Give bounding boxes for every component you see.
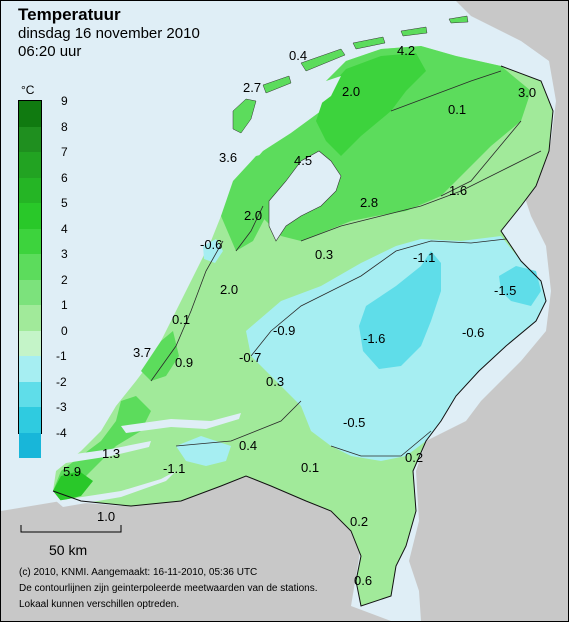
color-legend (18, 100, 42, 458)
legend-tick-label: -3 (56, 400, 67, 414)
legend-tick-label: 3 (61, 247, 68, 261)
station-temperature-label: 4.5 (294, 153, 313, 168)
waddenzee-water (251, 76, 341, 141)
scale-label: 50 km (49, 542, 88, 558)
station-temperature-label: -0.9 (273, 323, 296, 338)
legend-tick-label: 7 (61, 145, 68, 159)
south-cold-zone (176, 436, 231, 466)
legend-color-cell (19, 330, 41, 356)
station-temperature-label: 0.4 (239, 438, 258, 453)
legend-tick-label: 8 (61, 119, 68, 134)
terschelling-island (300, 48, 346, 72)
legend-color-cell (19, 203, 41, 229)
holland-coast-warm (141, 331, 179, 381)
station-temperature-label: 5.9 (63, 464, 82, 479)
rivers-water (121, 413, 241, 433)
ijsselmeer-water (268, 150, 342, 242)
station-temperature-label: -1.1 (413, 250, 436, 265)
legend-color-cell (19, 152, 41, 178)
ameland-island (352, 36, 386, 50)
station-temperature-label: 1.6 (449, 183, 468, 198)
station-temperature-label: 0.1 (172, 312, 191, 327)
legend-color-cell (19, 177, 41, 203)
station-temperature-label: 2.0 (342, 84, 361, 99)
legend-color-cell (19, 407, 41, 433)
station-temperature-label: -1.1 (163, 461, 186, 476)
legend-tick-label: -1 (56, 349, 67, 363)
legend-unit: °C (21, 83, 35, 97)
national-border (52, 65, 554, 607)
legend-tick-label: 1 (61, 298, 68, 312)
legend-tick-label: 4 (61, 221, 68, 236)
station-temperature-label: 2.0 (244, 208, 263, 223)
texel-island (232, 98, 257, 134)
station-temperature-label: 0.1 (448, 102, 467, 117)
east-colder-zone-2 (499, 266, 541, 306)
zeeland-hot (53, 471, 93, 501)
station-temperature-label: 2.0 (220, 282, 239, 297)
station-temperature-label: -0.6 (200, 237, 223, 252)
station-temperature-label: 0.4 (289, 48, 308, 63)
vlieland-island (262, 75, 292, 94)
station-temperature-label: 2.7 (243, 80, 262, 95)
station-temperature-label: 0.2 (405, 450, 424, 465)
belgium-land (1, 471, 391, 621)
germany-land (409, 1, 568, 621)
east-colder-zone-1 (359, 251, 441, 369)
north-hot-zone (316, 53, 426, 156)
legend-color-cell (19, 432, 41, 458)
scale-bar (20, 525, 122, 533)
legend-color-cell (19, 381, 41, 407)
time-line: 06:20 uur (18, 43, 82, 60)
noord-holland-warm (221, 151, 279, 251)
station-temperature-label: 4.2 (397, 43, 416, 58)
rottumeroog-island (448, 15, 469, 24)
legend-tick-label: 2 (61, 272, 68, 287)
station-temperature-label: 1.3 (102, 446, 121, 461)
station-temperature-label: 0.3 (315, 247, 334, 262)
station-temperature-label: 0.1 (301, 460, 320, 475)
contour-lines (150, 70, 542, 457)
station-temperature-label: 3.0 (518, 85, 537, 100)
legend-color-cell (19, 305, 41, 331)
legend-color-cell (19, 279, 41, 305)
legend-tick-label: -2 (56, 374, 67, 389)
oosterschelde-water (61, 441, 151, 463)
station-temperature-label: -0.6 (462, 325, 485, 340)
westerschelde-water (56, 471, 176, 507)
station-temperature-label: 3.6 (219, 150, 238, 165)
west-cold-spot (203, 239, 223, 263)
legend-color-cell (19, 356, 41, 382)
station-temperature-label: -0.7 (239, 350, 262, 365)
date-line: dinsdag 16 november 2010 (18, 25, 200, 42)
legend-color-cell (19, 126, 41, 152)
footer-copyright: (c) 2010, KNMI. Aangemaakt: 16-11-2010, … (19, 567, 258, 578)
zeeland-warm (53, 396, 151, 496)
station-temperature-label: -0.5 (343, 415, 366, 430)
legend-tick-label: 6 (61, 170, 68, 185)
station-temperature-label: 0.9 (175, 355, 194, 370)
footer-note-2: Lokaal kunnen verschillen optreden. (19, 599, 180, 610)
station-temperature-label: 2.8 (360, 195, 379, 210)
schiermonnikoog-island (400, 26, 428, 37)
station-temperature-label: 0.2 (350, 514, 369, 529)
station-temperature-label: -1.5 (494, 283, 517, 298)
station-temperature-label: -1.6 (363, 331, 386, 346)
footer-note-1: De contourlijnen zijn geinterpoleerde me… (19, 583, 318, 594)
legend-color-cell (19, 101, 41, 127)
legend-color-cell (19, 228, 41, 254)
legend-tick-label: 0 (61, 323, 68, 338)
map-title: Temperatuur (18, 5, 121, 24)
legend-tick-label: -4 (56, 425, 67, 440)
station-temperature-label: 0.3 (266, 374, 285, 389)
legend-tick-label: 5 (61, 196, 68, 210)
station-temperature-label: 1.0 (97, 509, 116, 524)
legend-color-cell (19, 254, 41, 280)
station-temperature-label: 3.7 (133, 345, 152, 360)
legend-tick-label: 9 (61, 94, 68, 108)
station-temperature-label: 0.6 (354, 573, 373, 588)
